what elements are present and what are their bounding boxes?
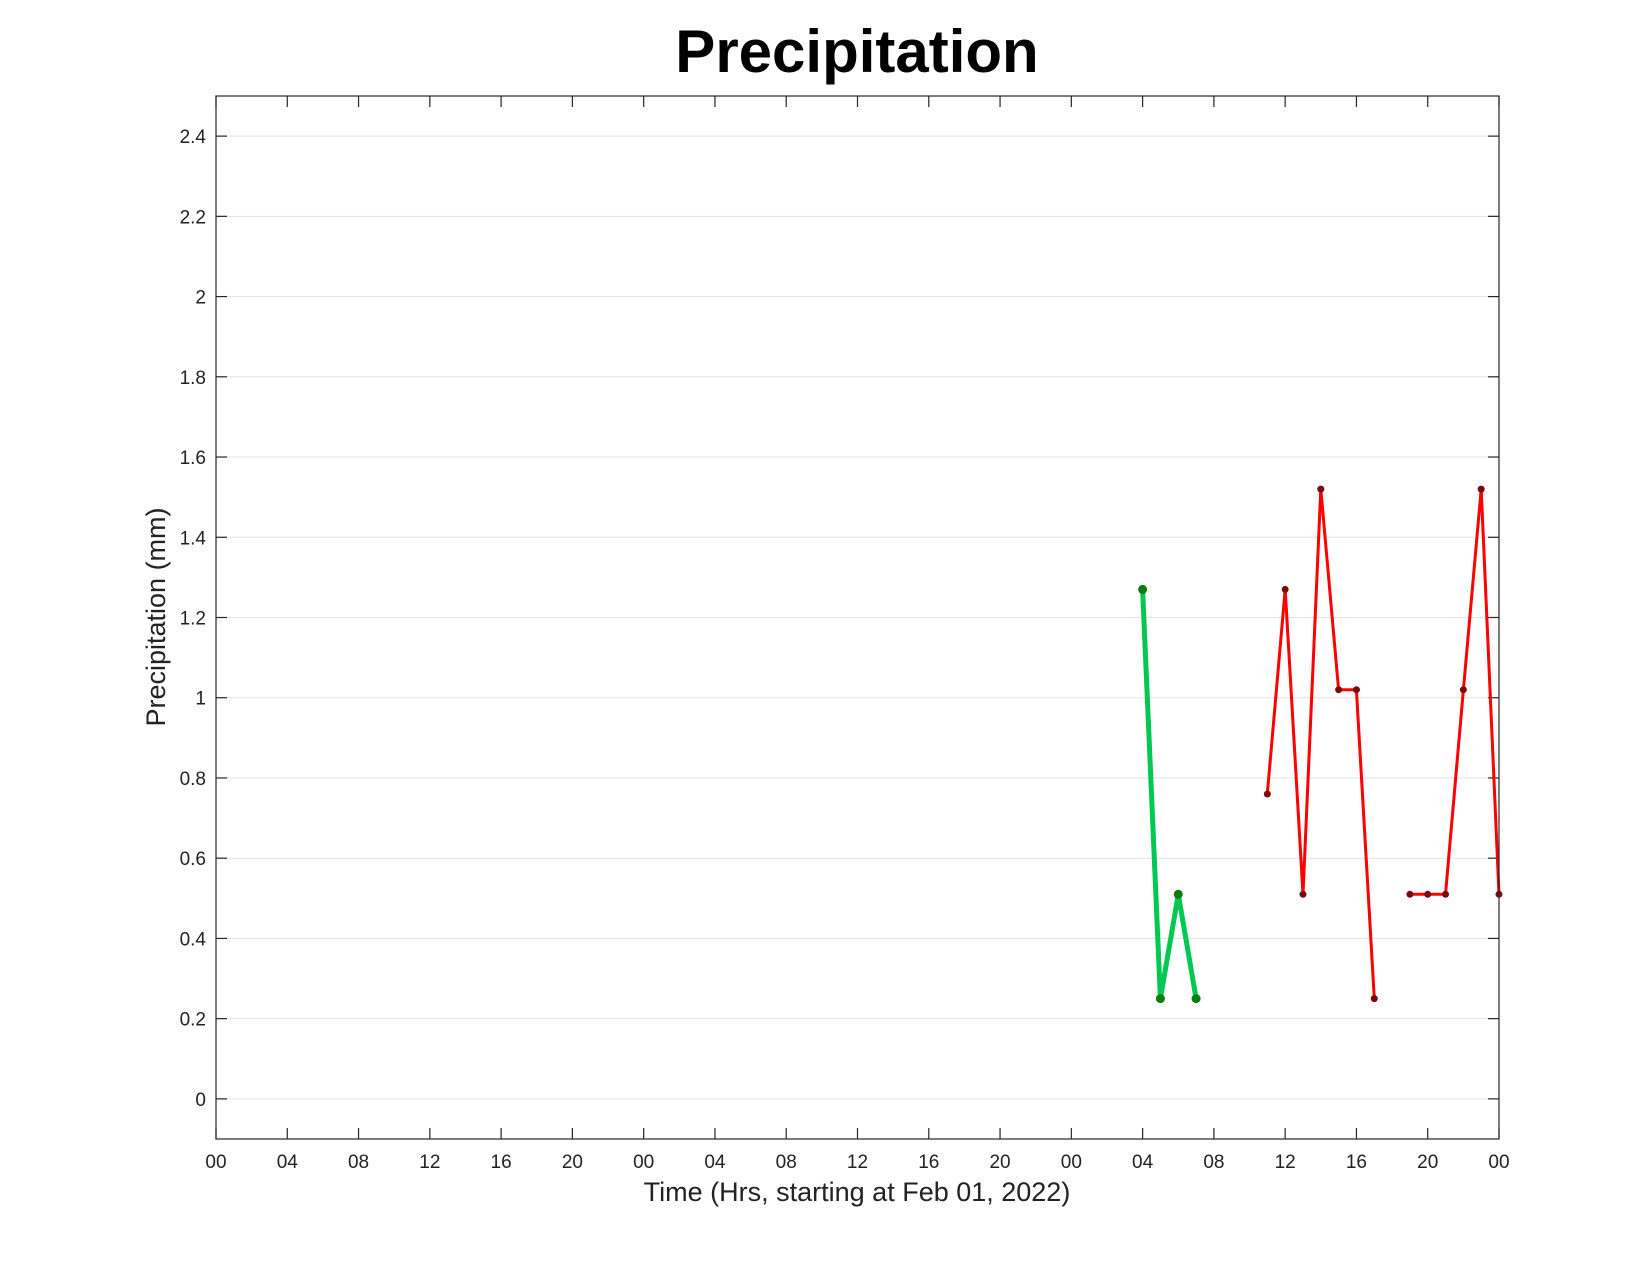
- y-axis-label: Precipitation (mm): [141, 507, 171, 726]
- y-tick-label: 1.4: [180, 528, 207, 549]
- x-tick-label: 08: [348, 1152, 369, 1173]
- data-point: [1299, 890, 1307, 898]
- data-point: [1442, 890, 1450, 898]
- y-tick-label: 1.2: [180, 609, 206, 630]
- data-point: [1352, 686, 1360, 694]
- y-tick-label: 0.4: [180, 929, 207, 950]
- x-tick-label: 12: [1275, 1152, 1296, 1173]
- y-tick-labels: 0 0.2 0.4 0.6 0.8 1 1.2 1.4 1.6 1.8 2 2.2 2.4: [180, 127, 207, 1111]
- y-tick-label: 1: [195, 689, 206, 710]
- x-tick-label: 00: [1061, 1152, 1082, 1173]
- x-tick-label: 16: [918, 1152, 939, 1173]
- data-point: [1138, 584, 1148, 594]
- data-point: [1191, 994, 1201, 1004]
- x-tick-label: 16: [491, 1152, 512, 1173]
- chart-title: Precipitation: [675, 18, 1038, 85]
- data-point: [1477, 485, 1485, 493]
- y-tick-label: 1.6: [180, 448, 206, 469]
- data-point: [1263, 790, 1271, 798]
- x-tick-label: 20: [989, 1152, 1010, 1173]
- y-tick-label: 1.8: [180, 368, 206, 389]
- y-tick-label: 0.2: [180, 1010, 206, 1031]
- x-tick-label: 12: [847, 1152, 868, 1173]
- x-tick-label: 08: [776, 1152, 797, 1173]
- x-axis-label: Time (Hrs, starting at Feb 01, 2022): [644, 1177, 1071, 1207]
- data-point: [1459, 686, 1467, 694]
- data-point: [1406, 890, 1414, 898]
- x-tick-label: 00: [1488, 1152, 1509, 1173]
- plot-frame: [215, 95, 1500, 1140]
- data-point: [1424, 890, 1432, 898]
- x-tick-label: 04: [704, 1152, 726, 1173]
- y-tick-label: 2.4: [180, 127, 207, 148]
- x-tick-label: 04: [1132, 1152, 1154, 1173]
- x-tick-label: 04: [277, 1152, 299, 1173]
- data-point: [1155, 994, 1165, 1004]
- data-point: [1370, 995, 1378, 1003]
- y-tick-label: 2.2: [180, 207, 206, 228]
- data-point: [1317, 485, 1325, 493]
- x-tick-label: 00: [633, 1152, 654, 1173]
- data-point: [1281, 585, 1289, 593]
- data-point: [1335, 686, 1343, 694]
- y-tick-label: 0.8: [180, 769, 206, 790]
- y-tick-label: 2: [195, 288, 206, 309]
- y-tick-label: 0.6: [180, 849, 206, 870]
- y-tick-label: 0: [195, 1090, 206, 1111]
- x-tick-label: 20: [1417, 1152, 1438, 1173]
- x-tick-label: 00: [205, 1152, 226, 1173]
- series-line: [1140, 586, 1199, 1002]
- x-tick-label: 12: [419, 1152, 440, 1173]
- x-tick-labels: 00 04 08 12 16 20 00 04 08 12 16 20 00 04 08 12 16 20 00: [205, 1152, 1509, 1173]
- x-tick-label: 20: [562, 1152, 583, 1173]
- data-point: [1173, 889, 1183, 899]
- gridlines: [216, 135, 1499, 1100]
- x-tick-label: 08: [1203, 1152, 1224, 1173]
- x-tick-label: 16: [1346, 1152, 1367, 1173]
- data-series: [1138, 485, 1503, 1004]
